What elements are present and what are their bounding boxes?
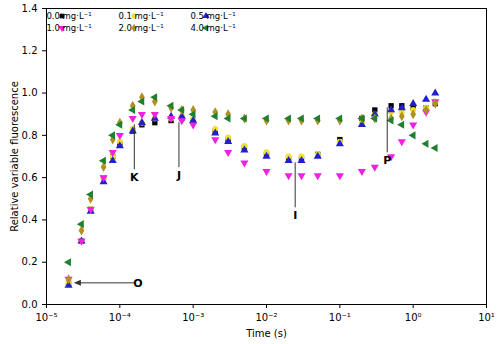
svg-text:O: O — [133, 277, 142, 290]
svg-text:0.2: 0.2 — [22, 256, 38, 267]
svg-text:1.0: 1.0 — [22, 87, 38, 98]
svg-text:0.6: 0.6 — [22, 172, 38, 183]
svg-text:10⁻⁴: 10⁻⁴ — [109, 312, 131, 323]
svg-text:10¹: 10¹ — [478, 312, 495, 323]
svg-text:0.0 mg·L⁻¹: 0.0 mg·L⁻¹ — [46, 11, 91, 21]
svg-text:P: P — [383, 154, 391, 167]
svg-text:0.4: 0.4 — [22, 214, 38, 225]
svg-text:10⁻³: 10⁻³ — [182, 312, 204, 323]
svg-text:K: K — [130, 171, 139, 184]
svg-text:0.5 mg·L⁻¹: 0.5 mg·L⁻¹ — [190, 11, 235, 21]
svg-text:4.0 mg·L⁻¹: 4.0 mg·L⁻¹ — [190, 23, 235, 33]
svg-text:10⁻²: 10⁻² — [255, 312, 277, 323]
svg-text:10⁻¹: 10⁻¹ — [329, 312, 351, 323]
svg-text:2.0 mg·L⁻¹: 2.0 mg·L⁻¹ — [118, 23, 163, 33]
svg-text:10⁻⁵: 10⁻⁵ — [35, 312, 57, 323]
svg-text:1.2: 1.2 — [22, 45, 38, 56]
svg-text:1.0 mg·L⁻¹: 1.0 mg·L⁻¹ — [46, 23, 91, 33]
svg-text:Relative variable fluorescence: Relative variable fluorescence — [9, 81, 20, 232]
svg-text:Time (s): Time (s) — [245, 328, 287, 339]
svg-text:1.4: 1.4 — [22, 3, 38, 14]
svg-text:I: I — [293, 209, 297, 222]
svg-text:J: J — [176, 169, 181, 182]
svg-text:0.0: 0.0 — [22, 299, 38, 310]
svg-text:10⁰: 10⁰ — [405, 312, 422, 323]
svg-text:0.1 mg·L⁻¹: 0.1 mg·L⁻¹ — [118, 11, 163, 21]
svg-text:0.8: 0.8 — [22, 130, 38, 141]
